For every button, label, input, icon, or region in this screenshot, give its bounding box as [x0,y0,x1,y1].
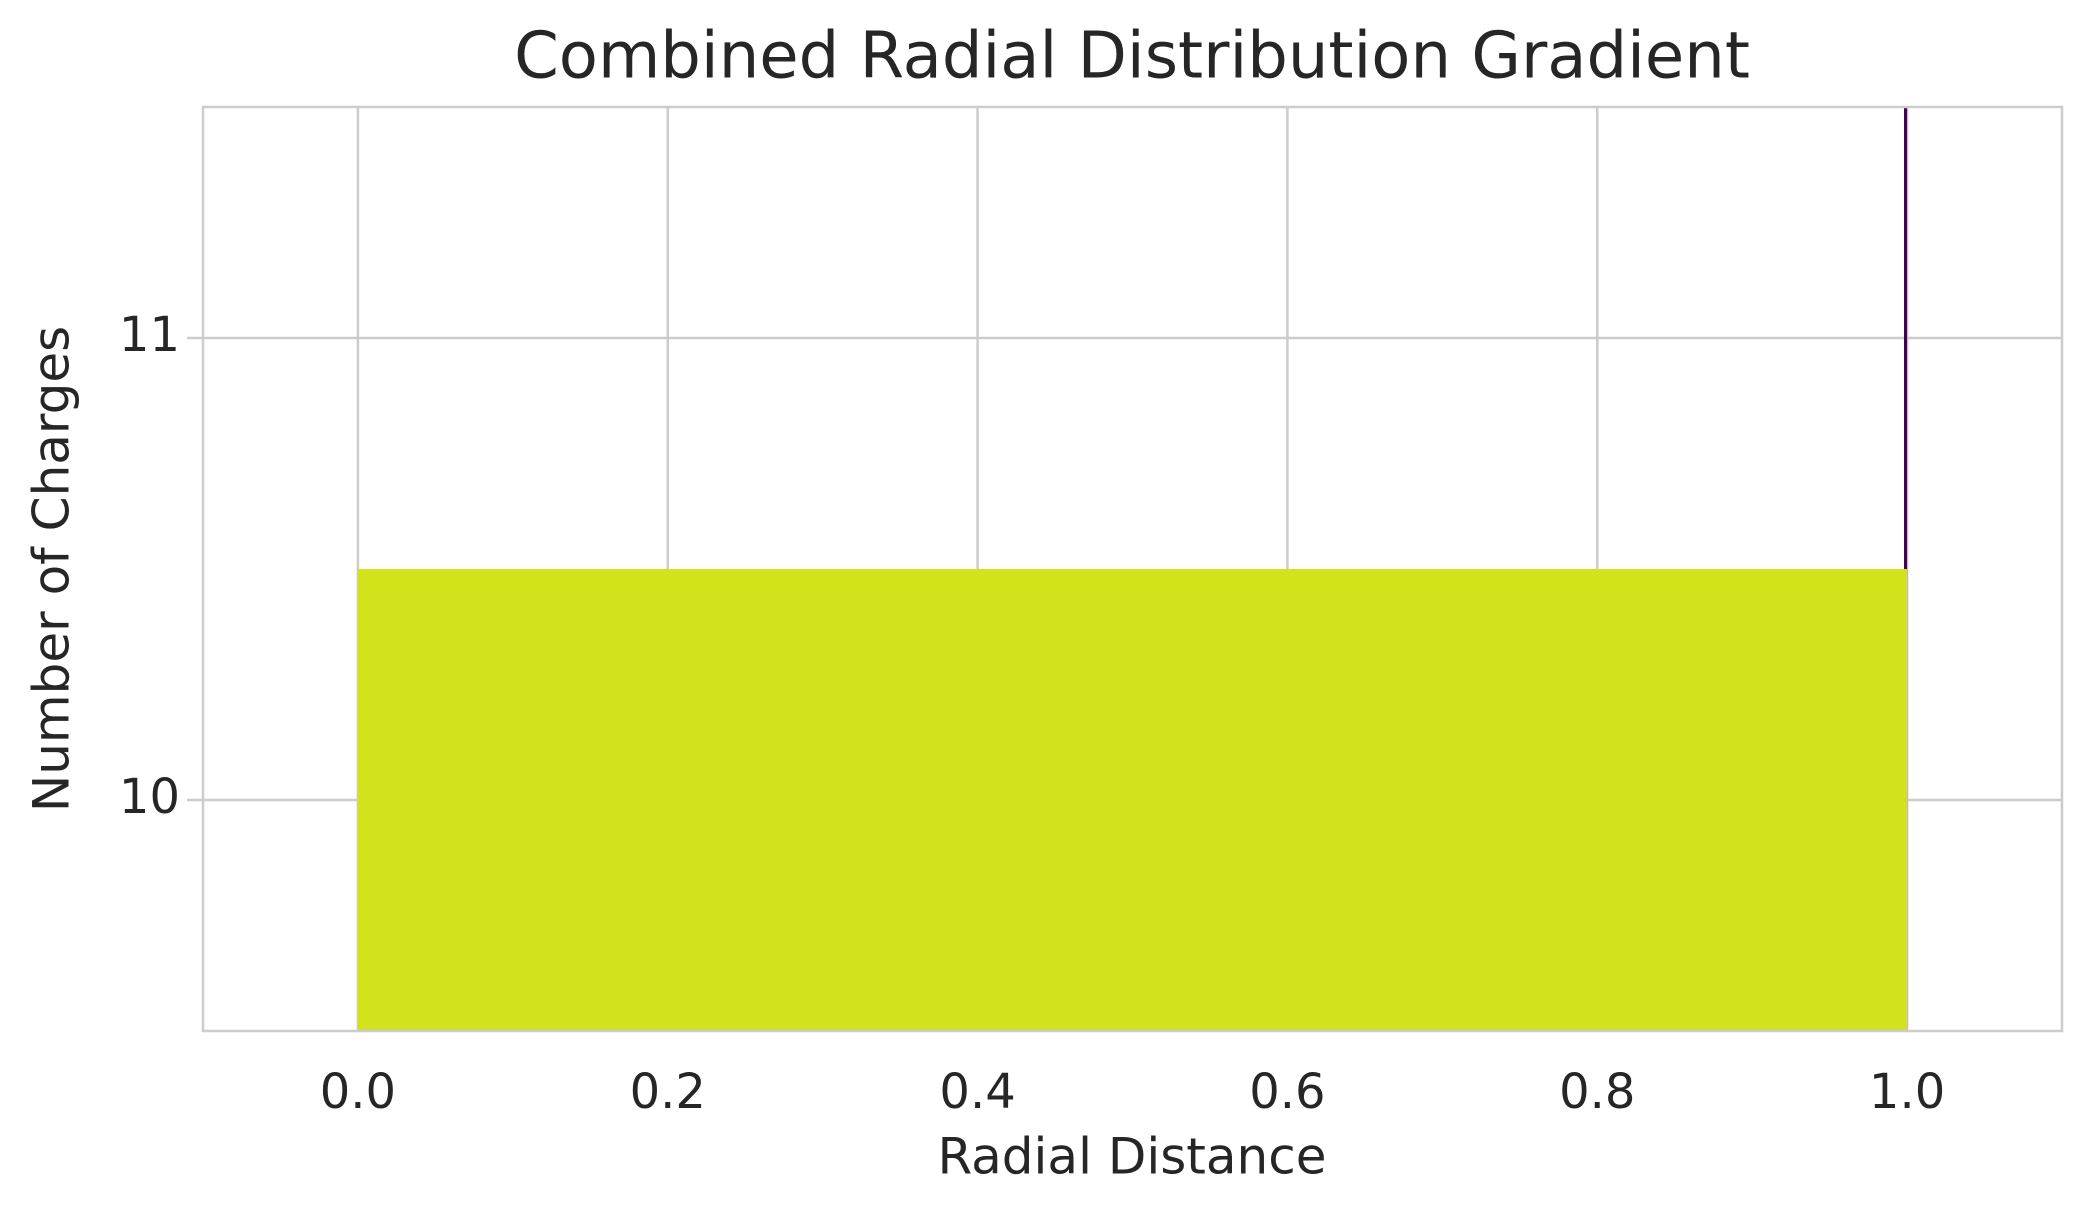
y-tick-label: 10 [119,769,180,825]
x-tick-label: 0.0 [320,1064,396,1120]
y-axis-label: Number of Charges [23,326,81,812]
x-axis-label: Radial Distance [938,1128,1327,1186]
plot-frame [201,105,2064,1033]
tick-labels: 0.0 0.2 0.4 0.6 0.8 1.0 10 11 [119,307,1945,1120]
y-tick-label: 11 [119,307,180,363]
x-tick-label: 1.0 [1869,1064,1945,1120]
x-tick-label: 0.4 [939,1064,1015,1120]
histogram-bar [357,569,1908,1031]
x-tick-label: 0.2 [630,1064,706,1120]
chart-title: Combined Radial Distribution Gradient [514,20,1750,94]
x-tick-label: 0.6 [1249,1064,1325,1120]
x-tick-label: 0.8 [1559,1064,1635,1120]
plot-area [357,107,1908,1031]
